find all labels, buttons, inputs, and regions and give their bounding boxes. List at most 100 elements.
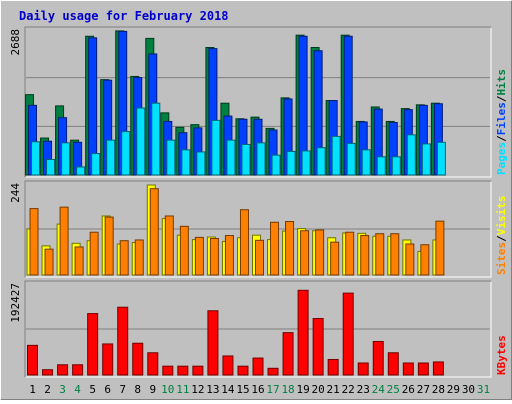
- bar-sites-day-19: [300, 230, 310, 276]
- x-axis-day-label: 26: [402, 383, 415, 396]
- bar-kbytes-day-19: [297, 289, 309, 376]
- x-axis-day-label: 22: [342, 383, 355, 396]
- legend-label-files: Files: [495, 102, 508, 135]
- legend-label-hits: Hits: [495, 69, 508, 96]
- x-axis-day-label: 2: [44, 383, 51, 396]
- bar-kbytes-day-2: [42, 369, 54, 376]
- legend-visits-sites: Sites/Visits: [495, 196, 508, 276]
- x-axis-day-label: 7: [119, 383, 126, 396]
- bar-kbytes-day-27: [417, 362, 429, 376]
- x-axis-day-label: 18: [281, 383, 294, 396]
- bar-kbytes-day-15: [237, 365, 249, 376]
- bar-kbytes-day-10: [162, 365, 174, 376]
- bar-sites-day-14: [224, 235, 234, 276]
- x-axis-day-label: 12: [191, 383, 204, 396]
- bar-pages-day-16: [256, 142, 266, 176]
- bar-sites-day-27: [420, 244, 430, 276]
- bar-pages-day-20: [316, 147, 326, 176]
- bar-kbytes-day-14: [222, 355, 234, 376]
- bar-pages-day-3: [61, 142, 71, 176]
- bar-pages-day-28: [436, 141, 446, 176]
- legend-label-visits: Visits: [495, 196, 508, 236]
- bar-sites-day-18: [285, 221, 295, 276]
- x-axis-day-label: 20: [312, 383, 325, 396]
- bar-pages-day-18: [286, 150, 296, 176]
- x-axis-day-label: 19: [296, 383, 309, 396]
- x-axis-day-label: 31: [477, 383, 490, 396]
- bar-sites-day-8: [134, 239, 144, 276]
- x-axis-day-label: 5: [89, 383, 96, 396]
- panel-bevel-dark: [24, 26, 491, 177]
- x-axis-day-label: 23: [357, 383, 370, 396]
- bar-sites-day-22: [345, 231, 355, 276]
- x-axis-day-label: 10: [161, 383, 174, 396]
- bar-kbytes-day-1: [27, 344, 39, 376]
- x-axis-day-label: 6: [104, 383, 111, 396]
- bar-sites-day-9: [149, 188, 159, 276]
- x-axis-day-label: 28: [432, 383, 445, 396]
- bar-pages-day-19: [301, 150, 311, 176]
- bar-kbytes-day-20: [312, 318, 324, 376]
- y-axis-labels: 2688 244 192427: [9, 29, 22, 323]
- legend-label-pages: Pages: [495, 142, 508, 175]
- x-axis-day-label: 24: [372, 383, 386, 396]
- x-axis-day-label: 14: [221, 383, 235, 396]
- panel-bevel-dark: [24, 280, 491, 377]
- bar-pages-day-6: [106, 139, 116, 176]
- x-axis-day-label: 16: [251, 383, 264, 396]
- bar-kbytes-day-11: [177, 365, 189, 376]
- bar-kbytes-day-17: [267, 367, 279, 376]
- bar-sites-day-28: [435, 220, 445, 276]
- legend-separator: /: [495, 135, 508, 142]
- bar-kbytes-day-9: [147, 352, 159, 376]
- bar-kbytes-day-28: [432, 361, 444, 376]
- x-axis-day-label: 25: [387, 383, 400, 396]
- x-axis-day-label: 11: [176, 383, 189, 396]
- bar-pages-day-10: [166, 139, 176, 176]
- x-axis-day-label: 9: [149, 383, 156, 396]
- bar-pages-day-5: [91, 153, 101, 176]
- x-axis-labels: 1 2 3 4 5 6 7 8 9 10 11 12 13 14 15 16 17 18 19 20 21 22 23 24 2…: [29, 383, 490, 396]
- bar-kbytes-day-23: [357, 362, 369, 376]
- bar-sites-day-2: [44, 248, 54, 276]
- bar-pages-day-26: [406, 134, 416, 176]
- bar-sites-day-6: [104, 216, 114, 276]
- bar-pages-day-14: [226, 139, 236, 176]
- bar-sites-day-5: [89, 231, 99, 276]
- bar-sites-day-1: [29, 208, 39, 276]
- legend-kbytes: KBytes: [495, 335, 508, 375]
- panel-bevel-light: [26, 282, 492, 378]
- bar-sites-day-11: [179, 225, 189, 276]
- bar-kbytes-day-3: [57, 364, 69, 376]
- x-axis-day-label: 15: [236, 383, 249, 396]
- bar-pages-day-11: [181, 149, 191, 176]
- bar-sites-day-12: [194, 236, 204, 276]
- y-axis-max-label: 244: [9, 183, 22, 203]
- y-axis-max-label: 192427: [9, 283, 22, 323]
- bar-kbytes-day-8: [132, 342, 144, 376]
- bar-pages-day-7: [121, 131, 131, 176]
- bar-kbytes-day-6: [102, 343, 114, 376]
- bar-sites-day-7: [119, 240, 129, 276]
- bar-sites-day-15: [239, 209, 249, 276]
- bar-pages-day-23: [361, 149, 371, 176]
- bar-kbytes-day-5: [87, 313, 99, 376]
- bar-kbytes-day-26: [402, 362, 414, 376]
- bar-kbytes-day-24: [372, 340, 384, 376]
- bar-sites-day-16: [255, 239, 264, 276]
- bar-kbytes-day-16: [252, 357, 264, 376]
- bar-kbytes-day-25: [387, 352, 399, 376]
- chart-bars: [25, 30, 446, 376]
- bar-kbytes-day-4: [72, 364, 84, 376]
- bar-sites-day-20: [315, 229, 325, 276]
- y-axis-max-label: 2688: [9, 29, 22, 56]
- x-axis-day-label: 8: [134, 383, 141, 396]
- bar-kbytes-day-22: [342, 292, 354, 376]
- x-axis-day-label: 29: [447, 383, 460, 396]
- legend-separator: /: [495, 95, 508, 102]
- bar-kbytes-day-12: [192, 365, 204, 376]
- bar-sites-day-21: [330, 241, 340, 276]
- bar-kbytes-day-18: [282, 332, 294, 376]
- panel-bevel-dark: [24, 180, 491, 277]
